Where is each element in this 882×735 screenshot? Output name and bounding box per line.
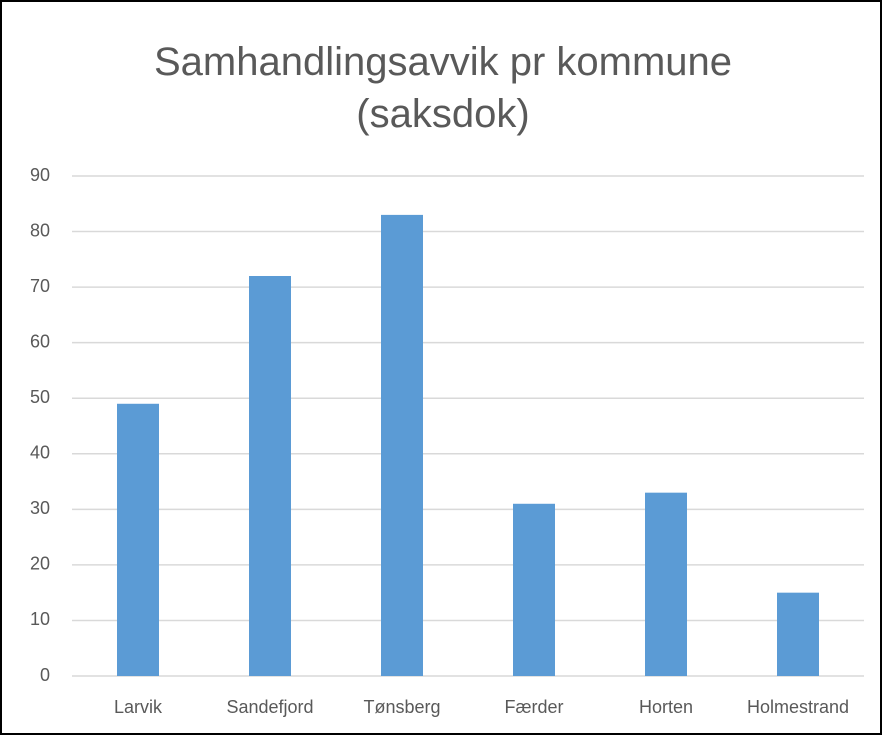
bar	[117, 403, 159, 676]
x-tick-label: Horten	[639, 697, 693, 717]
bar	[513, 503, 555, 676]
bar	[249, 276, 291, 676]
y-tick-label: 60	[30, 331, 50, 351]
y-tick-label: 50	[30, 387, 50, 407]
chart-title: Samhandlingsavvik pr kommune (saksdok)	[153, 40, 733, 136]
x-tick-label: Tønsberg	[363, 697, 440, 717]
y-tick-label: 70	[30, 276, 50, 296]
y-tick-label: 20	[30, 554, 50, 574]
bar	[777, 592, 819, 676]
y-tick-label: 0	[40, 665, 50, 685]
bar	[645, 492, 687, 676]
x-tick-label: Færder	[504, 697, 563, 717]
bar	[381, 214, 423, 676]
y-tick-label: 10	[30, 609, 50, 629]
y-tick-label: 30	[30, 498, 50, 518]
y-tick-label: 80	[30, 220, 50, 240]
x-tick-label: Sandefjord	[226, 697, 313, 717]
y-tick-label: 90	[30, 165, 50, 185]
x-tick-label: Holmestrand	[747, 697, 849, 717]
y-tick-label: 40	[30, 443, 50, 463]
x-tick-label: Larvik	[114, 697, 163, 717]
